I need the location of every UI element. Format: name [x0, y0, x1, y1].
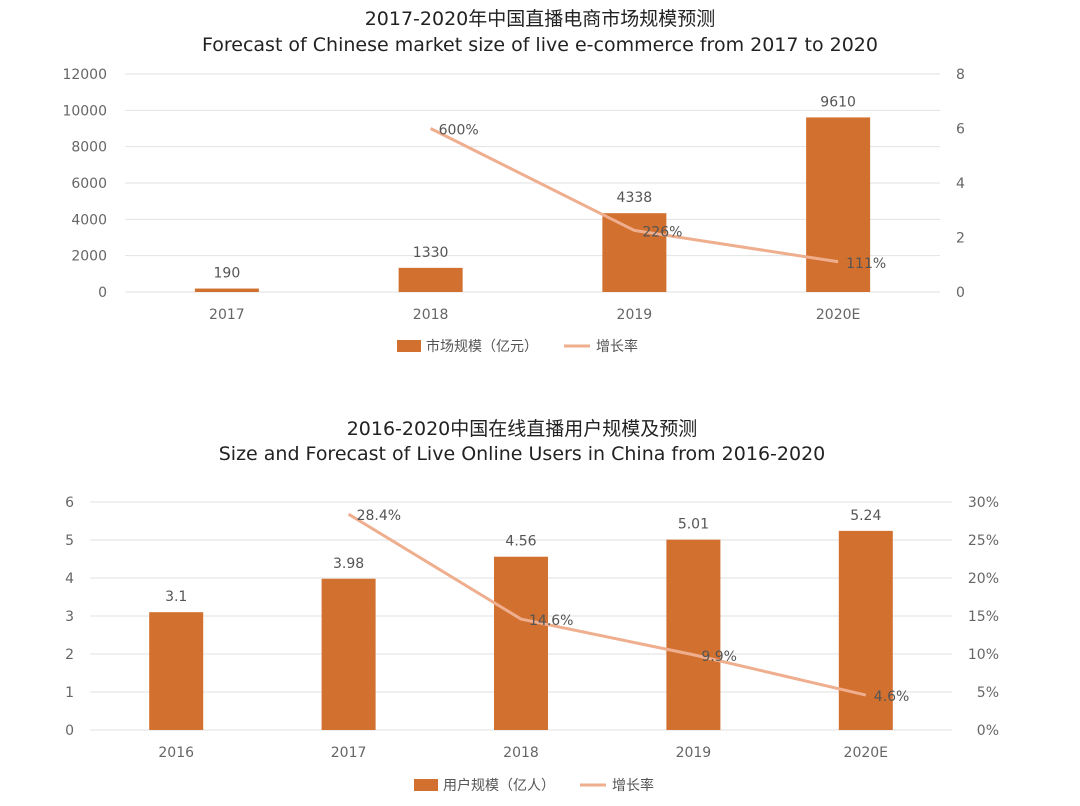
chart-1-plot: 0 2000 4000 6000 8000 10000 12000 0 2 4 6 8 2017 2018…: [62, 67, 965, 355]
chart-2-y-left-tick: 3: [65, 609, 74, 625]
chart-2-y-right-tick: 30%: [968, 495, 999, 511]
chart-1-y-right-tick: 6: [956, 122, 965, 138]
chart-2-legend-line-label: 增长率: [612, 777, 654, 794]
chart-2-line-label: 28.4%: [357, 508, 401, 524]
chart-1-legend-bar-label: 市场规模（亿元）: [426, 338, 538, 355]
chart-2-bar: [838, 530, 893, 730]
chart-1-y-right-tick: 8: [956, 67, 965, 83]
chart-2-y-left-tick: 6: [65, 495, 74, 511]
chart-2-growth-line: [347, 512, 867, 697]
chart-1-legend-bar-swatch: [397, 340, 421, 352]
chart-2-line-label: 4.6%: [874, 689, 910, 705]
chart-1-bar: [806, 117, 871, 292]
chart-1-bar-label: 190: [214, 266, 241, 282]
chart-2-bar-label: 5.01: [678, 517, 709, 533]
chart-2-bar: [494, 556, 548, 730]
chart-1-bar-label: 9610: [820, 94, 856, 110]
chart-1-bar: [602, 213, 667, 292]
chart-1-y-left-tick: 10000: [62, 103, 107, 119]
chart-2-plot: 0 1 2 3 4 5 6 0% 5% 10% 15% 20% 25% 30% 2016 2017 2018 20…: [65, 495, 999, 794]
chart-2-y-left-tick: 0: [65, 723, 74, 739]
chart-1-line-label: 226%: [642, 224, 682, 240]
chart-1-bar: [194, 288, 259, 292]
chart-1-y-right-tick: 4: [956, 176, 965, 192]
chart-2-legend-bar-label: 用户规模（亿人）: [443, 777, 555, 794]
chart-2-y-left-tick: 4: [65, 571, 74, 587]
chart-2-line-label: 9.9%: [701, 649, 737, 665]
chart-2-x-tick: 2017: [331, 745, 367, 761]
chart-1-x-tick: 2018: [413, 307, 449, 323]
chart-1-y-left-tick: 12000: [62, 67, 107, 83]
chart-2-bar: [321, 578, 376, 730]
chart-2-y-left-tick: 2: [65, 647, 74, 663]
chart-1-y-left-tick: 6000: [71, 176, 107, 192]
chart-2-bar: [666, 539, 721, 730]
chart-1-y-left-tick: 4000: [71, 212, 107, 228]
chart-2-x-tick: 2016: [158, 745, 194, 761]
chart-2-x-tick: 2018: [503, 745, 539, 761]
chart-2-y-left-tick: 1: [65, 685, 74, 701]
chart-2-y-right-tick: 10%: [968, 647, 999, 663]
chart-2-y-right-tick: 0%: [977, 723, 999, 739]
chart-2-y-right-tick: 20%: [968, 571, 999, 587]
chart-2-line-label: 14.6%: [529, 613, 573, 629]
chart-2-y-right-tick: 25%: [968, 533, 999, 549]
chart-2-subtitle: Size and Forecast of Live Online Users i…: [219, 443, 826, 465]
chart-1-line-label: 600%: [439, 123, 479, 139]
chart-1-y-left-tick: 8000: [71, 140, 107, 156]
chart-2-y-right-tick: 15%: [968, 609, 999, 625]
chart-2-title: 2016-2020中国在线直播用户规模及预测: [347, 418, 698, 440]
chart-1-bar-label: 1330: [413, 245, 449, 261]
chart-1-x-tick: 2020E: [816, 307, 860, 323]
chart-1-line-label: 111%: [846, 256, 886, 272]
chart-1-growth-line: [429, 127, 839, 264]
chart-1-x-tick: 2019: [617, 307, 653, 323]
chart-1-bar: [398, 267, 463, 292]
chart-1-y-right-tick: 2: [956, 231, 965, 247]
chart-2-legend-bar-swatch: [414, 779, 438, 791]
chart-1-y-left-tick: 0: [98, 285, 107, 301]
chart-2-bar-label: 4.56: [505, 534, 536, 550]
chart-2-bar-label: 3.1: [165, 589, 187, 605]
chart-2-y-left-tick: 5: [65, 533, 74, 549]
chart-1-title: 2017-2020年中国直播电商市场规模预测: [365, 8, 716, 30]
chart-1-y-right-tick: 0: [956, 285, 965, 301]
chart-1-x-tick: 2017: [209, 307, 245, 323]
chart-2-x-tick: 2019: [676, 745, 712, 761]
chart-2-bar-label: 5.24: [850, 508, 881, 524]
chart-2-y-right-tick: 5%: [977, 685, 999, 701]
chart-1-legend-line-label: 增长率: [596, 338, 638, 355]
chart-2: 2016-2020中国在线直播用户规模及预测 Size and Forecast…: [65, 418, 999, 794]
chart-1: 2017-2020年中国直播电商市场规模预测 Forecast of Chine…: [62, 8, 965, 355]
chart-1-y-left-tick: 2000: [71, 249, 107, 265]
chart-1-bar-label: 4338: [617, 190, 653, 206]
chart-2-bar-label: 3.98: [333, 556, 364, 572]
chart-2-x-tick: 2020E: [844, 745, 888, 761]
chart-2-bar: [149, 612, 204, 730]
chart-1-subtitle: Forecast of Chinese market size of live …: [202, 34, 878, 56]
